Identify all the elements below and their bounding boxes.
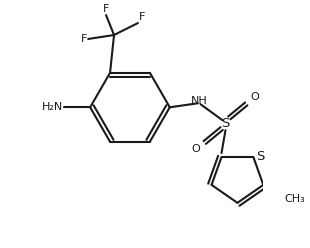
Text: O: O: [250, 92, 259, 102]
Text: S: S: [256, 150, 265, 162]
Text: O: O: [192, 144, 201, 154]
Text: NH: NH: [191, 96, 207, 106]
Text: S: S: [221, 117, 230, 130]
Text: F: F: [139, 12, 145, 22]
Text: F: F: [103, 4, 109, 14]
Text: CH₃: CH₃: [284, 194, 305, 204]
Text: F: F: [81, 34, 87, 44]
Text: H₂N: H₂N: [42, 102, 63, 112]
